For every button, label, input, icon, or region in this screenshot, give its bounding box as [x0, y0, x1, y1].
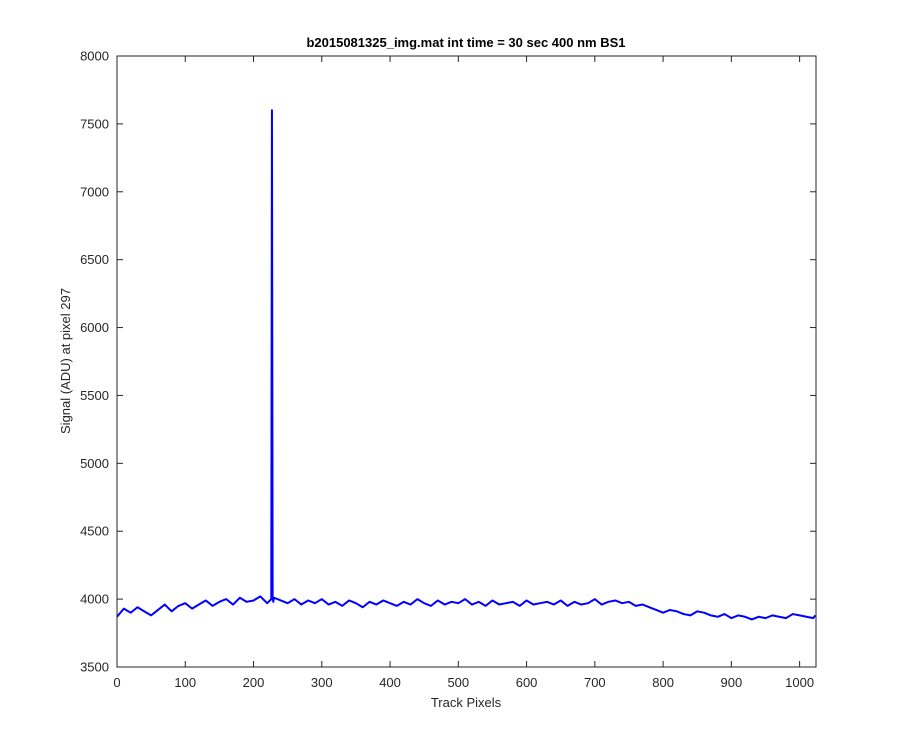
x-tick-label: 1000 [785, 675, 814, 690]
axes-box [116, 55, 817, 668]
y-tick-label: 5500 [80, 388, 109, 403]
chart-title: b2015081325_img.mat int time = 30 sec 40… [306, 35, 625, 50]
y-axis-ticks: 3500 4000 4500 5000 5500 6000 6500 7000 7500 8000 [80, 49, 816, 675]
x-tick-label: 400 [379, 675, 401, 690]
series-layer [116, 109, 817, 621]
plot-area [117, 56, 816, 667]
x-tick-label: 0 [113, 675, 120, 690]
x-tick-label: 300 [311, 675, 333, 690]
y-axis-label: Signal (ADU) at pixel 297 [58, 288, 73, 434]
x-tick-label: 600 [516, 675, 538, 690]
y-tick-label: 6500 [80, 252, 109, 267]
y-tick-label: 5000 [80, 456, 109, 471]
x-tick-label: 100 [174, 675, 196, 690]
axes-frame [116, 55, 817, 668]
y-tick-label: 4000 [80, 592, 109, 607]
y-tick-label: 7500 [80, 116, 109, 131]
series-line-1 [116, 109, 817, 621]
y-tick-label: 6000 [80, 320, 109, 335]
y-tick-label: 8000 [80, 49, 109, 64]
x-tick-label: 900 [721, 675, 743, 690]
x-tick-label: 500 [447, 675, 469, 690]
x-axis-label: Track Pixels [431, 695, 502, 710]
x-tick-label: 700 [584, 675, 606, 690]
y-tick-label: 4500 [80, 524, 109, 539]
x-axis-ticks: 0 100 200 300 400 500 600 700 800 900 1000 [113, 56, 814, 690]
x-tick-label: 200 [243, 675, 265, 690]
y-tick-label: 3500 [80, 660, 109, 675]
y-tick-label: 7000 [80, 184, 109, 199]
x-tick-label: 800 [652, 675, 674, 690]
